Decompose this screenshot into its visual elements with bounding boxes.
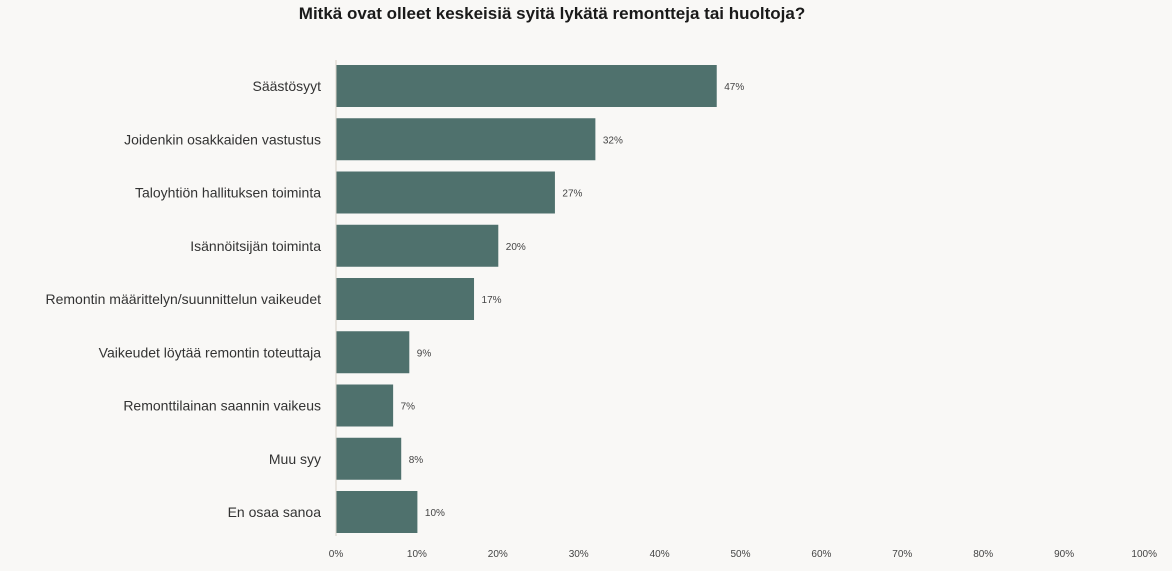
x-tick-label: 100% bbox=[1131, 549, 1157, 560]
category-label: Joidenkin osakkaiden vastustus bbox=[124, 131, 321, 147]
x-tick-label: 50% bbox=[730, 549, 750, 560]
value-label: 9% bbox=[417, 348, 432, 359]
category-label: Taloyhtiön hallituksen toiminta bbox=[135, 185, 321, 201]
bar bbox=[336, 171, 555, 214]
category-label: Remontin määrittelyn/suunnittelun vaikeu… bbox=[46, 291, 322, 307]
value-label: 20% bbox=[506, 242, 526, 253]
x-tick-label: 60% bbox=[811, 549, 831, 560]
value-label: 47% bbox=[724, 82, 744, 93]
category-label: Säästösyyt bbox=[253, 78, 322, 94]
x-tick-label: 30% bbox=[569, 549, 589, 560]
bar bbox=[336, 118, 596, 161]
value-label: 8% bbox=[409, 455, 424, 466]
chart-title: Mitkä ovat olleet keskeisiä syitä lykätä… bbox=[298, 4, 806, 23]
value-label: 17% bbox=[482, 295, 502, 306]
value-label: 7% bbox=[401, 402, 416, 413]
category-label: En osaa sanoa bbox=[228, 504, 322, 520]
x-tick-label: 80% bbox=[973, 549, 993, 560]
bar bbox=[336, 331, 410, 374]
x-tick-label: 20% bbox=[488, 549, 508, 560]
x-tick-label: 90% bbox=[1054, 549, 1074, 560]
value-label: 32% bbox=[603, 135, 623, 146]
bar bbox=[336, 278, 475, 320]
bar bbox=[336, 491, 418, 533]
category-label: Isännöitsijän toiminta bbox=[190, 238, 321, 254]
bar bbox=[336, 224, 499, 267]
x-tick-label: 10% bbox=[407, 549, 427, 560]
bar bbox=[336, 437, 402, 480]
category-label: Muu syy bbox=[269, 451, 321, 467]
x-tick-label: 0% bbox=[329, 549, 344, 560]
bar bbox=[336, 384, 394, 427]
category-label: Remonttilainan saannin vaikeus bbox=[123, 398, 321, 414]
category-label: Vaikeudet löytää remontin toteuttaja bbox=[99, 344, 322, 360]
x-tick-label: 40% bbox=[650, 549, 670, 560]
bar bbox=[336, 65, 717, 107]
value-label: 10% bbox=[425, 508, 445, 519]
value-label: 27% bbox=[562, 189, 582, 200]
x-tick-label: 70% bbox=[892, 549, 912, 560]
